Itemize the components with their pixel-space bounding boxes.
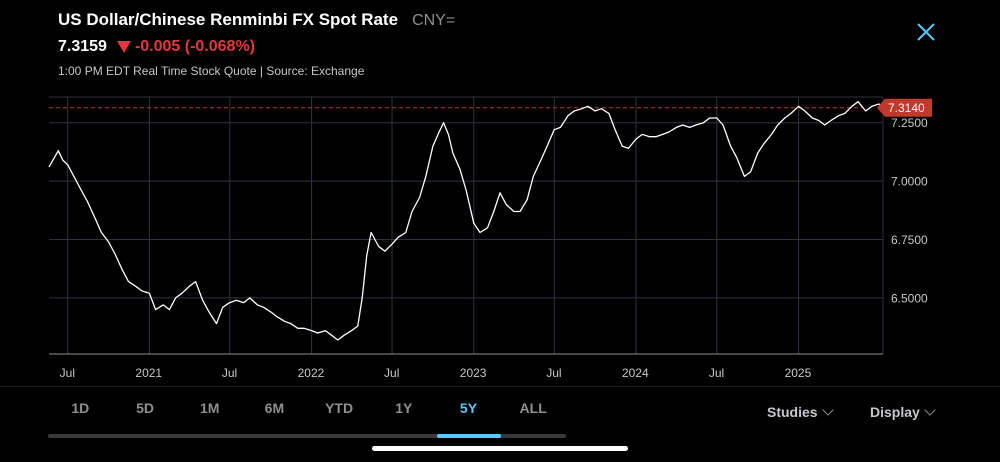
range-tab-5y[interactable]: 5Y [459, 400, 478, 416]
price-change-value: -0.005 (-0.068%) [134, 38, 255, 55]
page-title: US Dollar/Chinese Renminbi FX Spot Rate [58, 10, 399, 29]
range-tab-1y[interactable]: 1Y [395, 400, 413, 416]
x-tick-label: 2024 [622, 366, 649, 380]
quote-info: 1:00 PM EDT Real Time Stock Quote | Sour… [58, 64, 365, 78]
studies-label: Studies [767, 404, 818, 420]
x-tick-label: Jul [546, 366, 561, 380]
x-tick-label: Jul [60, 366, 75, 380]
studies-button[interactable]: Studies [767, 404, 834, 420]
range-tab-ytd[interactable]: YTD [325, 400, 354, 416]
x-tick-label: 2023 [460, 366, 487, 380]
range-tab-6m[interactable]: 6M [264, 400, 285, 416]
down-triangle-icon [116, 41, 131, 53]
home-indicator [372, 446, 628, 451]
divider [0, 386, 1000, 387]
last-price-tag-label: 7.3140 [888, 101, 925, 115]
x-tick-label: 2022 [298, 366, 325, 380]
price-series-line [48, 101, 884, 341]
x-tick-label: Jul [222, 366, 237, 380]
x-tick-label: Jul [384, 366, 399, 380]
range-tab-1d[interactable]: 1D [71, 400, 90, 416]
chevron-down-icon [821, 404, 834, 416]
price-row: 7.3159 -0.005 (-0.068%) [58, 38, 255, 56]
chevron-down-icon [924, 404, 936, 416]
x-tick-label: 2021 [135, 366, 162, 380]
y-tick-label: 6.5000 [891, 291, 928, 305]
price-change: -0.005 (-0.068%) [116, 38, 255, 56]
ticker-symbol: CNY= [412, 12, 456, 29]
y-tick-label: 7.0000 [891, 175, 928, 189]
last-price-tag [877, 98, 932, 117]
range-tab-1m[interactable]: 1M [199, 400, 220, 416]
last-price: 7.3159 [58, 38, 107, 55]
range-tabs: 1D 5D 1M 6M YTD 1Y 5Y ALL [48, 400, 566, 416]
close-button[interactable] [914, 20, 938, 44]
x-tick-label: 2025 [785, 366, 812, 380]
display-button[interactable]: Display [870, 404, 936, 420]
range-tab-all[interactable]: ALL [519, 400, 547, 416]
y-tick-label: 6.7500 [891, 233, 928, 247]
x-tick-label: Jul [709, 366, 724, 380]
y-tick-label: 7.2500 [891, 116, 928, 130]
close-icon [917, 23, 935, 41]
title-row: US Dollar/Chinese Renminbi FX Spot Rate … [58, 10, 455, 30]
price-chart[interactable]: Jul 2021 Jul 2022 Jul 2023 Jul 2024 Jul 2025 6.500… [0, 0, 1000, 386]
range-slider-thumb[interactable] [437, 434, 501, 438]
display-label: Display [870, 404, 920, 420]
range-slider[interactable] [48, 434, 566, 438]
range-tab-5d[interactable]: 5D [136, 400, 154, 416]
